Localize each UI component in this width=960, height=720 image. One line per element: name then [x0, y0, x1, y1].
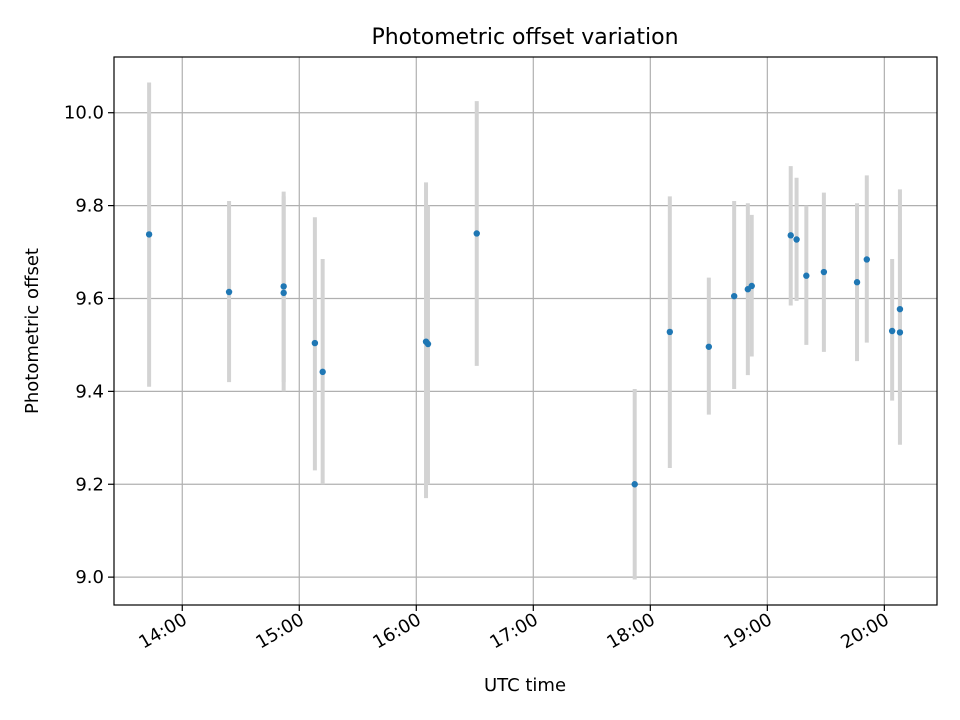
- y-tick-label: 9.2: [75, 474, 104, 495]
- data-point: [631, 481, 638, 488]
- data-point: [666, 328, 674, 336]
- data-point: [748, 282, 755, 290]
- data-point: [896, 329, 904, 336]
- x-axis-label: UTC time: [484, 675, 566, 696]
- data-point: [473, 230, 480, 237]
- x-tick-label: 14:00: [135, 609, 190, 653]
- chart-title: Photometric offset variation: [371, 25, 678, 50]
- data-point: [820, 268, 828, 276]
- data-point: [888, 327, 896, 335]
- data-point: [424, 340, 432, 348]
- y-axis-ticks: 9.0 9.2 9.4 9.6 9.8 10.0: [64, 103, 114, 588]
- x-tick-label: 20:00: [837, 609, 892, 653]
- data-point: [853, 279, 861, 286]
- y-tick-label: 9.8: [75, 196, 104, 217]
- data-points: [145, 230, 904, 488]
- y-tick-label: 9.6: [75, 288, 104, 309]
- data-point: [787, 232, 794, 239]
- data-point: [225, 288, 233, 296]
- x-axis-ticks: 14:00 15:00 16:00 17:00 18:00 19:00 20:00: [135, 605, 893, 653]
- data-point: [705, 343, 713, 350]
- x-tick-label: 16:00: [369, 609, 424, 653]
- data-point: [145, 231, 153, 238]
- plot-frame: [113, 56, 938, 606]
- y-axis-label: Photometric offset: [22, 248, 43, 414]
- y-tick-label: 10.0: [64, 103, 104, 124]
- grid-lines: [114, 57, 937, 605]
- data-point: [319, 368, 326, 376]
- data-point: [896, 305, 904, 313]
- x-tick-label: 19:00: [720, 609, 775, 653]
- x-tick-label: 15:00: [252, 609, 307, 653]
- y-tick-label: 9.0: [75, 567, 104, 588]
- data-point: [793, 236, 800, 243]
- data-point: [863, 256, 870, 263]
- x-tick-label: 18:00: [603, 609, 658, 653]
- x-tick-label: 17:00: [486, 609, 541, 653]
- error-bars: [147, 82, 902, 580]
- data-point: [311, 339, 319, 347]
- data-point: [280, 283, 287, 290]
- data-point: [730, 292, 738, 300]
- y-tick-label: 9.4: [75, 381, 104, 402]
- data-point: [280, 289, 287, 297]
- data-point: [803, 272, 810, 279]
